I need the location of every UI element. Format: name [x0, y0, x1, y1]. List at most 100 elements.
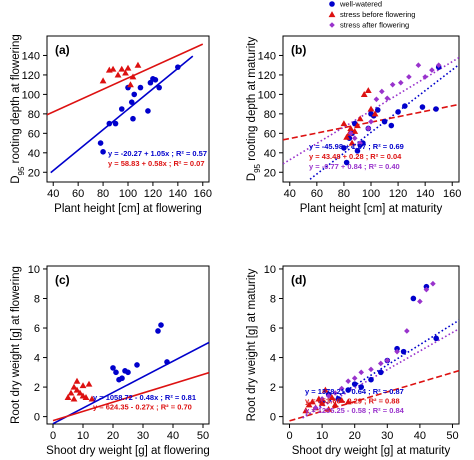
point-well: [419, 104, 426, 110]
point-stress_before: [73, 377, 81, 384]
point-stress_before: [64, 394, 72, 400]
y-tick-label: 120: [22, 70, 40, 82]
equation-stress_before: y = 624.35 - 0.27x ; R² = 0.70: [93, 403, 192, 412]
equation-stress_after: y = 1255.25 - 0.58 ; R² = 0.84: [305, 406, 405, 415]
legend-marker-well: [329, 1, 335, 7]
point-well: [155, 328, 161, 334]
y-axis-label: Root dry weight [g] at flowering: [10, 266, 22, 424]
point-stress_after: [422, 74, 428, 80]
point-stress_after: [358, 369, 365, 376]
point-stress_after: [373, 96, 380, 103]
y-tick-label: 100: [258, 89, 276, 101]
point-well: [164, 359, 170, 365]
y-tick-label: 60: [264, 128, 276, 140]
legend-label-well: well-watered: [339, 0, 382, 9]
legend-marker-stress_before: [328, 11, 336, 18]
point-well: [345, 387, 351, 393]
point-stress_before: [127, 81, 134, 88]
x-tick-label: 50: [446, 430, 458, 442]
point-stress_after: [394, 348, 400, 355]
point-stress_before: [67, 389, 75, 396]
x-tick-label: 0: [286, 430, 292, 442]
point-stress_after: [347, 130, 354, 137]
y-tick-label: 10: [28, 264, 40, 276]
point-stress_after: [379, 88, 385, 95]
point-stress_before: [85, 380, 93, 387]
point-well: [388, 122, 395, 129]
point-stress_before: [360, 91, 368, 97]
point-stress_after: [351, 135, 358, 141]
point-well: [131, 91, 138, 98]
equation-well: y = 1058.72 - 0.48x ; R² = 0.81: [93, 393, 196, 402]
panel-label: (c): [55, 273, 70, 287]
legend-label-stress_before: stress before flowering: [340, 10, 415, 19]
y-axis-label: Root dry weight [g] at maturity: [246, 268, 258, 421]
point-well: [374, 107, 381, 113]
point-stress_after: [435, 62, 442, 68]
point-stress_before: [356, 115, 364, 122]
point-well: [175, 64, 181, 70]
point-well: [358, 384, 365, 390]
point-well: [128, 99, 135, 105]
point-stress_after: [404, 328, 410, 334]
y-tick-label: 2: [34, 382, 40, 394]
x-tick-label: 30: [137, 430, 149, 442]
y-tick-label: 8: [34, 293, 40, 305]
point-well: [377, 369, 384, 376]
y-tick-label: 8: [270, 293, 276, 305]
y-tick-label: 100: [22, 89, 40, 101]
point-stress_before: [134, 61, 142, 68]
point-well: [433, 106, 439, 112]
y-tick-label: 4: [34, 353, 40, 365]
fit-line-stress_before: [52, 371, 209, 422]
point-stress_after: [338, 385, 345, 392]
point-stress_after: [332, 390, 338, 396]
equation-stress_after: y = -0.77 + 0.84 ; R² = 0.40: [309, 162, 400, 171]
equation-stress_before: y = 58.83 + 0.58x ; R² = 0.07: [108, 159, 205, 168]
point-stress_before: [318, 399, 326, 406]
x-axis-label: Shoot dry weight [g] at maturity: [292, 445, 451, 457]
point-stress_after: [368, 118, 374, 125]
point-stress_after: [415, 62, 422, 68]
y-tick-label: 140: [22, 50, 40, 62]
x-axis-label: Plant height [cm] at maturity: [300, 203, 443, 215]
x-tick-label: 140: [416, 188, 434, 200]
y-axis-label: D95 rooting depth at maturity: [246, 37, 262, 182]
point-stress_before: [308, 398, 316, 405]
y-tick-label: 10: [264, 264, 276, 276]
equation-well: y = 1378.21 - 0.64 ; R² = 0.87: [305, 387, 404, 396]
point-well: [134, 362, 140, 368]
y-tick-label: 2: [270, 382, 276, 394]
x-tick-label: 40: [167, 430, 179, 442]
point-well: [395, 109, 401, 115]
point-stress_after: [429, 67, 435, 73]
point-stress_before: [79, 382, 87, 389]
plot-frame: [46, 265, 210, 425]
y-tick-label: 140: [258, 50, 276, 62]
y-tick-label: 0: [34, 412, 40, 424]
point-stress_after: [384, 95, 391, 102]
point-stress_before: [351, 127, 359, 134]
point-well: [423, 283, 430, 290]
y-axis-label-subscript: 95: [253, 163, 262, 172]
point-stress_before: [82, 394, 90, 400]
x-tick-label: 120: [144, 188, 162, 200]
y-axis-label-subscript: 95: [17, 166, 26, 175]
panel-3: 0 10 20 30 40 50 0 2 4 6 8 10 Shoot dry weight [g] a…: [10, 264, 210, 457]
point-stress_after: [365, 125, 372, 132]
x-tick-label: 20: [107, 430, 119, 442]
fit-line-well: [52, 341, 209, 424]
point-well: [433, 335, 439, 342]
panel-1: 40 60 80 100 120 140 160 20 40 60 80 100 120 140 Plant…: [10, 34, 212, 215]
point-stress_before: [331, 401, 339, 408]
point-stress_after: [325, 393, 332, 399]
plot-frame: [282, 265, 460, 425]
equation-stress_before: y = 43.48 + 0.28 ; R² = 0.04: [309, 152, 402, 161]
y-tick-label: 80: [28, 109, 40, 121]
point-stress_before: [129, 73, 137, 80]
point-stress_after: [430, 280, 436, 287]
x-tick-label: 50: [197, 430, 209, 442]
x-tick-label: 60: [311, 188, 323, 200]
legend-label-stress_after: stress after flowering: [340, 21, 409, 30]
x-tick-label: 20: [349, 430, 361, 442]
